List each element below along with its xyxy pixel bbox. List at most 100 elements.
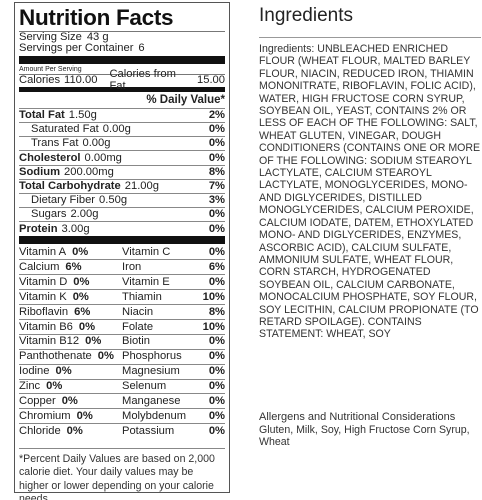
vitamin-name: Chloride <box>19 424 61 437</box>
vitamin-percent: 0% <box>208 380 225 393</box>
nutrition-facts-panel: Nutrition Facts Serving Size 43 g Servin… <box>14 2 230 500</box>
vitamin-cell: Manganese 0% <box>122 395 225 408</box>
nutrient-amount: 3.00g <box>61 222 90 235</box>
vitamin-name: Folate <box>122 320 154 333</box>
servings-row: Servings per Container 6 <box>19 42 225 55</box>
vitamin-percent: 6% <box>74 305 91 318</box>
vitamin-name: Panthothenate <box>19 350 92 363</box>
nutrient-amount: 2.00g <box>70 208 99 221</box>
vitamin-row: Zinc 0% Selenum 0% <box>19 378 225 394</box>
nutrient-percent: 2% <box>208 109 225 122</box>
serving-size-row: Serving Size 43 g <box>19 30 225 43</box>
vitamin-percent: 8% <box>208 305 225 318</box>
vitamin-name: Magnesium <box>122 365 180 378</box>
vitamin-percent: 0% <box>208 365 225 378</box>
vitamin-percent: 0% <box>208 409 225 422</box>
vitamin-percent: 0% <box>208 335 225 348</box>
vitamin-percent: 0% <box>66 424 83 437</box>
vitamin-name: Vitamin E <box>122 275 170 288</box>
nutrient-name: Protein <box>19 222 58 235</box>
vitamin-name: Niacin <box>122 305 154 318</box>
nutrient-row: Dietary Fiber 0.50g 3% <box>19 193 225 207</box>
nutrient-list: Total Fat 1.50g 2% Saturated Fat 0.00g 0% Tran… <box>19 107 225 236</box>
vitamin-percent: 0% <box>72 290 89 303</box>
ingredients-divider <box>259 37 481 38</box>
vitamin-percent: 0% <box>73 275 90 288</box>
vitamin-cell: Biotin 0% <box>122 335 225 348</box>
calories-fat-value: 15.00 <box>197 73 225 86</box>
vitamin-percent: 0% <box>208 275 225 288</box>
vitamin-row: Panthothenate 0% Phosphorus 0% <box>19 348 225 364</box>
ingredients-panel: Ingredients Ingredients: UNBLEACHED ENRI… <box>259 0 481 449</box>
nutrient-percent: 3% <box>208 194 225 207</box>
nutrient-row: Sodium 200.00mg 8% <box>19 164 225 179</box>
thick-divider <box>19 235 225 244</box>
vitamin-cell: Vitamin C 0% <box>122 246 225 259</box>
vitamin-cell: Vitamin D 0% <box>19 276 122 289</box>
vitamin-row: Iodine 0% Magnesium 0% <box>19 363 225 379</box>
servings-label: Servings per Container <box>19 42 134 55</box>
nutrient-row: Saturated Fat 0.00g 0% <box>19 122 225 136</box>
ingredients-text: Ingredients: UNBLEACHED ENRICHED FLOUR (… <box>259 43 481 341</box>
vitamin-name: Vitamin B6 <box>19 320 73 333</box>
serving-size-label: Serving Size <box>19 30 82 43</box>
calories-fat-label: Calories from Fat <box>109 67 176 93</box>
vitamin-row: Vitamin B12 0% Biotin 0% <box>19 333 225 349</box>
vitamin-percent: 0% <box>46 380 63 393</box>
vitamin-row: Copper 0% Manganese 0% <box>19 393 225 408</box>
calories-row: Calories 110.00 Calories from Fat 15.00 <box>19 68 225 92</box>
vitamin-name: Phosphorus <box>122 350 182 363</box>
vitamin-row: Riboflavin 6% Niacin 8% <box>19 304 225 319</box>
vitamin-percent: 0% <box>72 245 89 258</box>
nutrient-row: Total Carbohydrate 21.00g 7% <box>19 178 225 193</box>
nutrient-name: Saturated Fat <box>31 123 99 136</box>
nutrient-percent: 0% <box>208 151 225 164</box>
nutrient-name: Trans Fat <box>31 137 79 150</box>
vitamin-name: Riboflavin <box>19 305 69 318</box>
vitamin-percent: 0% <box>208 394 225 407</box>
vitamin-cell: Potassium 0% <box>122 425 225 438</box>
nutrition-facts-title: Nutrition Facts <box>19 5 174 30</box>
thick-divider <box>19 55 225 64</box>
vitamin-name: Chromium <box>19 409 71 422</box>
vitamin-row: Vitamin A 0% Vitamin C 0% <box>19 245 225 260</box>
amount-per-serving: Amount Per Serving <box>19 65 82 73</box>
serving-size-value: 43 g <box>86 30 109 43</box>
vitamin-name: Selenum <box>122 380 167 393</box>
vitamin-percent: 0% <box>85 335 102 348</box>
vitamin-cell: Selenum 0% <box>122 380 225 393</box>
vitamin-percent: 0% <box>208 245 225 258</box>
medium-divider <box>19 86 225 92</box>
servings-value: 6 <box>138 42 145 55</box>
nutrient-amount: 200.00mg <box>64 165 114 178</box>
vitamin-percent: 0% <box>78 320 96 333</box>
vitamin-name: Vitamin K <box>19 290 67 303</box>
vitamin-name: Biotin <box>122 335 150 348</box>
vitamin-name: Vitamin A <box>19 245 67 258</box>
vitamin-cell: Panthothenate 0% <box>19 350 122 363</box>
nutrient-percent: 7% <box>208 179 225 192</box>
vitamin-name: Zinc <box>19 380 41 393</box>
nutrient-name: Sodium <box>19 165 61 178</box>
vitamin-row: Chloride 0% Potassium 0% <box>19 423 225 438</box>
nutrient-row: Cholesterol 0.00mg 0% <box>19 150 225 164</box>
vitamin-name: Iron <box>122 260 142 273</box>
nutrient-percent: 8% <box>208 165 225 178</box>
vitamin-cell: Phosphorus 0% <box>122 350 225 363</box>
nutrient-name: Cholesterol <box>19 151 81 164</box>
vitamin-percent: 10% <box>202 320 225 333</box>
nutrient-name: Total Fat <box>19 109 65 122</box>
allergens-title: Allergens and Nutritional Considerations <box>259 410 456 423</box>
vitamin-row: Vitamin K 0% Thiamin 10% <box>19 289 225 304</box>
vitamin-percent: 6% <box>65 260 82 273</box>
vitamin-cell: Zinc 0% <box>19 380 122 393</box>
vitamin-name: Vitamin D <box>19 275 68 288</box>
vitamin-cell: Vitamin K 0% <box>19 291 122 304</box>
nutrient-name: Sugars <box>31 208 67 221</box>
vitamin-name: Thiamin <box>122 290 162 303</box>
allergens-text: Gluten, Milk, Soy, High Fructose Corn Sy… <box>259 423 470 449</box>
calories-label: Calories <box>19 73 61 86</box>
vitamin-name: Molybdenum <box>122 409 187 422</box>
vitamin-percent: 10% <box>202 290 225 303</box>
vitamin-list: Vitamin A 0% Vitamin C 0% Calcium 6% Iron 6% Vit… <box>19 245 225 439</box>
